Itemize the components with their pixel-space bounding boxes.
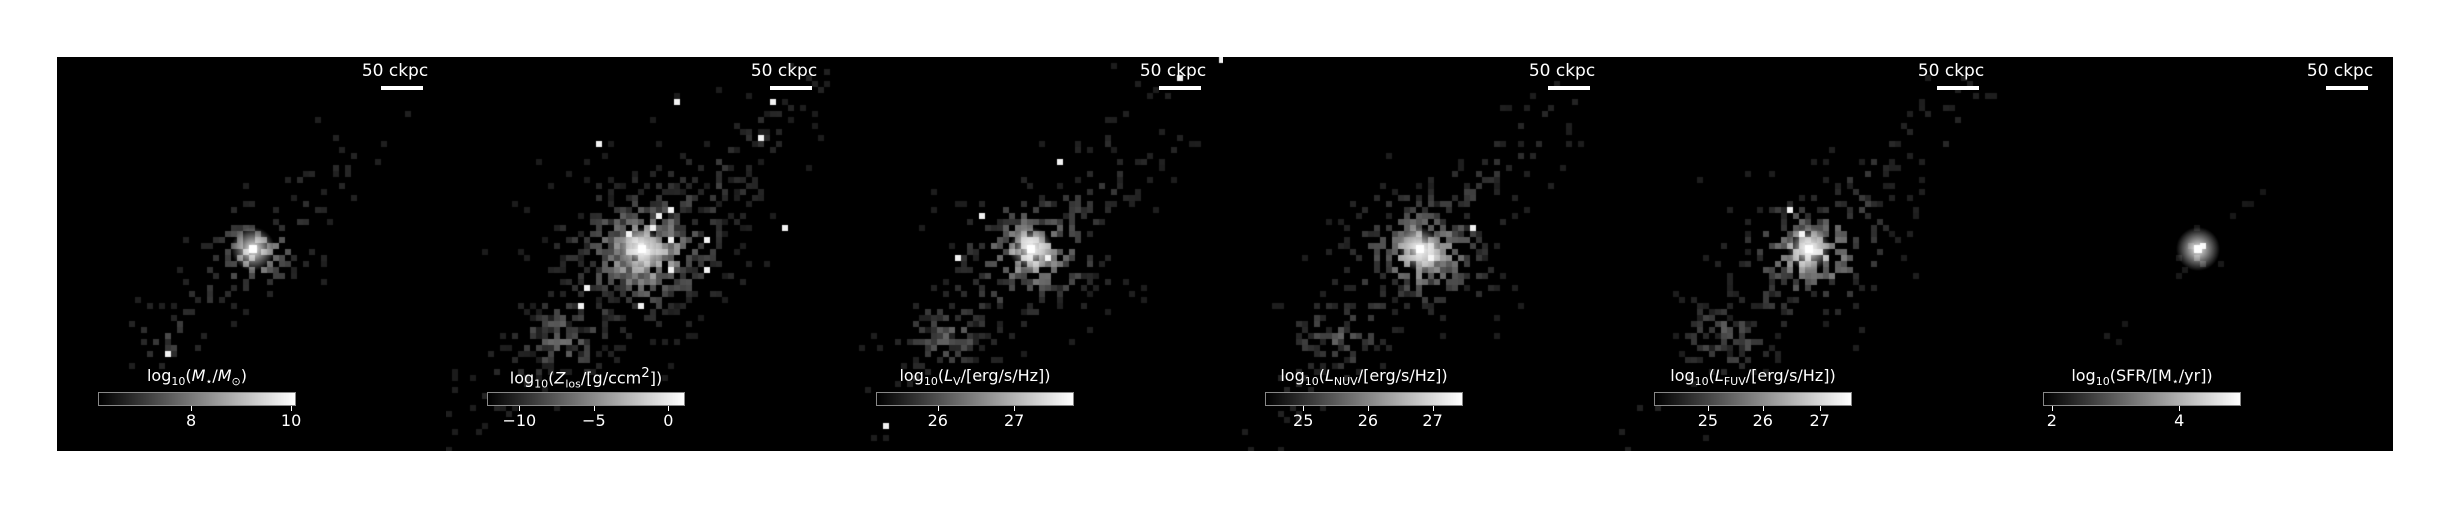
scale-bar [1159,86,1201,90]
colorbar-tick [593,406,595,411]
colorbar-tick [1432,406,1434,411]
scale-bar [381,86,423,90]
colorbar-title: log10(LNUV/[erg/s/Hz]) [1280,366,1448,389]
colorbar-tick-label: 0 [663,411,674,430]
scale-bar-label: 50 ckpc [361,61,429,81]
colorbar-tick-label: 27 [1004,411,1025,430]
colorbar-tick [2179,406,2181,411]
panel-luminosity-v: 50 ckpc log10(LV/[erg/s/Hz]) 26 27 [835,57,1223,451]
colorbar-tick [291,406,293,411]
scale-bar-label: 50 ckpc [750,61,818,81]
colorbar-tick-label: 4 [2174,411,2185,430]
panel-luminosity-fuv: 50 ckpc log10(LFUV/[erg/s/Hz]) 25 26 27 [1613,57,2001,451]
galaxy-image [1613,57,2001,451]
scale-bar-label: 50 ckpc [1528,61,1596,81]
colorbar-tick-label: 27 [1809,411,1830,430]
colorbar-tick-label: −10 [502,411,537,430]
colorbar-tick-label: 25 [1697,411,1719,430]
colorbar-tick [1819,406,1821,411]
colorbar-tick-label: 10 [280,411,302,430]
scale-bar-label: 50 ckpc [2306,61,2374,81]
panel-luminosity-nuv: 50 ckpc log10(LNUV/[erg/s/Hz]) 25 26 27 [1224,57,1612,451]
colorbar-tick-label: 27 [1422,411,1443,430]
colorbar-tick [1367,406,1369,411]
colorbar-tick [937,406,939,411]
colorbar-tick [1014,406,1016,411]
scale-bar [1937,86,1979,90]
galaxy-image [446,57,834,451]
scale-bar [1548,86,1590,90]
scale-bar-label: 50 ckpc [1917,61,1985,81]
colorbar-title: log10(LV/[erg/s/Hz]) [899,366,1051,389]
colorbar-title: log10(Zlos/[g/ccm2]) [509,366,663,391]
colorbar-tick-label: 26 [927,411,948,430]
colorbar [876,392,1074,406]
colorbar [487,392,685,406]
colorbar-tick-label: 2 [2046,411,2057,430]
galaxy-image [2002,57,2390,451]
colorbar-tick-label: 25 [1293,411,1314,430]
colorbar-tick [1303,406,1305,411]
colorbar-tick [519,406,521,411]
colorbar-tick-label: −5 [582,411,606,430]
panel-metallicity: 50 ckpc log10(Zlos/[g/ccm2]) −10 −5 0 [446,57,834,451]
colorbar-tick-label: 26 [1357,411,1379,430]
colorbar-tick [1762,406,1764,411]
panel-sfr: 50 ckpc log10(SFR/[M⋆/yr]) 2 4 [2002,57,2390,451]
colorbar-tick-label: 8 [186,411,197,430]
colorbar [1265,392,1463,406]
colorbar [2043,392,2241,406]
colorbar-title: log10(LFUV/[erg/s/Hz]) [1670,366,1836,389]
colorbar-tick-label: 26 [1752,411,1773,430]
colorbar-tick [191,406,193,411]
panel-stellar-mass: 50 ckpc log10(M⋆/M⊙) 8 10 [57,57,445,451]
colorbar-tick [1707,406,1709,411]
scale-bar [2326,86,2368,90]
galaxy-image [835,57,1223,451]
scale-bar-label: 50 ckpc [1139,61,1207,81]
colorbar [98,392,296,406]
colorbar-title: log10(M⋆/M⊙) [146,366,247,389]
galaxy-image [57,57,445,451]
scale-bar [770,86,812,90]
galaxy-map-strip: 50 ckpc log10(M⋆/M⊙) 8 10 50 ckpc log10(Zlos/… [57,57,2393,451]
galaxy-image [1224,57,1612,451]
colorbar-title: log10(SFR/[M⋆/yr]) [2071,366,2213,389]
colorbar-tick [668,406,670,411]
colorbar-tick [2051,406,2053,411]
colorbar [1654,392,1852,406]
